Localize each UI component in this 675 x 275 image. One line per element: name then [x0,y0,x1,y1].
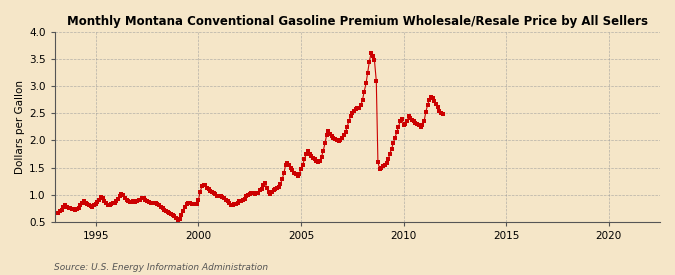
Text: Source: U.S. Energy Information Administration: Source: U.S. Energy Information Administ… [54,263,268,272]
Y-axis label: Dollars per Gallon: Dollars per Gallon [15,80,25,174]
Title: Monthly Montana Conventional Gasoline Premium Wholesale/Resale Price by All Sell: Monthly Montana Conventional Gasoline Pr… [67,15,648,28]
